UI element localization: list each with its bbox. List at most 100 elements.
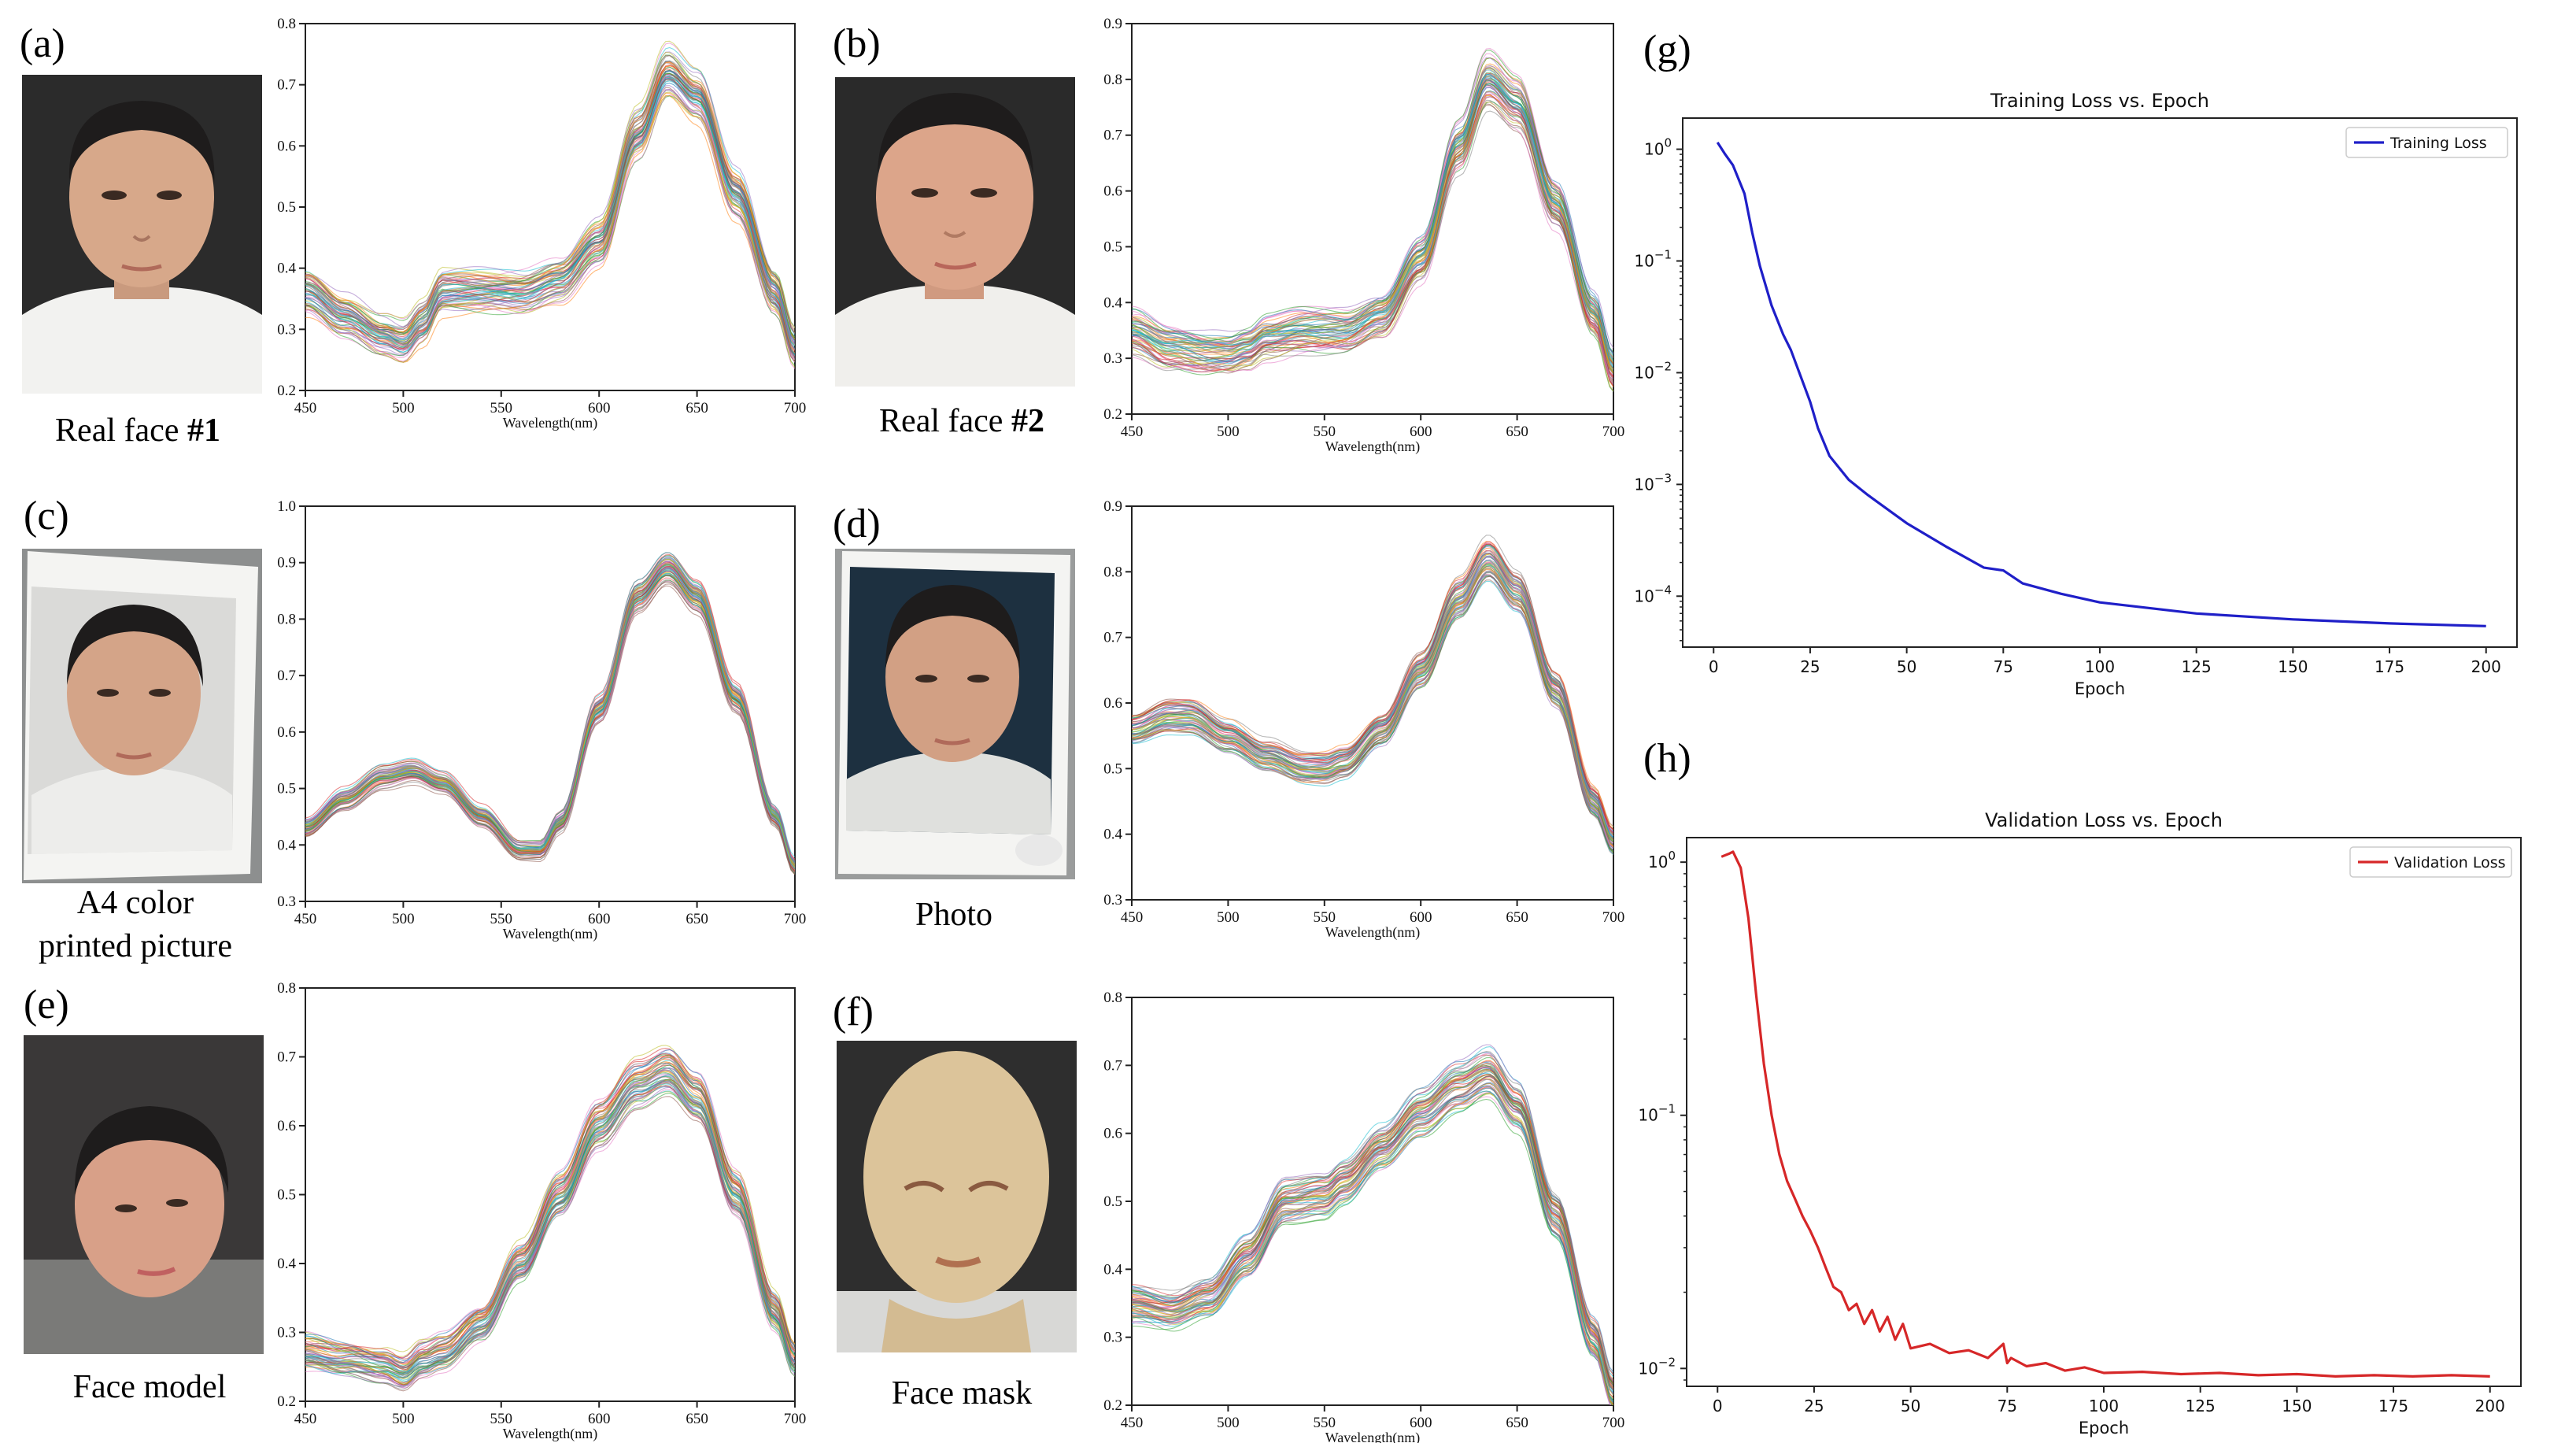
caption-a4-line2: printed picture	[39, 928, 232, 964]
panel-tag-d: (d)	[833, 501, 881, 546]
series-group	[1132, 1044, 1613, 1405]
spectrum-curve	[305, 1067, 795, 1374]
y-tick-label: 0.3	[277, 321, 296, 338]
x-tick-label: 650	[686, 400, 708, 416]
chart-spectra-d: 450 500 550 600 650 700 Wavelength(nm) 0.3 0.4 0.…	[1103, 498, 1624, 941]
spectrum-curve	[1132, 1060, 1613, 1389]
y-tick-label: 0.8	[277, 16, 296, 32]
y-tick-label: 0.6	[1103, 1126, 1122, 1142]
spectrum-curve	[305, 95, 795, 368]
y-tick-label: 0.3	[277, 1325, 296, 1341]
x-axis-label: Wavelength(nm)	[1325, 438, 1421, 455]
caption-photo: Photo	[915, 897, 992, 933]
y-tick-label: 0.4	[1103, 827, 1122, 843]
y-tick-label: 0.4	[277, 1256, 296, 1272]
spectrum-curve	[305, 61, 795, 339]
y-tick-label: 0.4	[1103, 294, 1122, 311]
photo-a4-printed-picture	[22, 549, 262, 883]
series-group	[1716, 142, 2486, 627]
y-tick-label: 0.7	[1103, 128, 1122, 144]
x-tick-label: 600	[588, 1411, 611, 1427]
chart-validation-loss: Validation Loss vs. Epoch 0 25 50 75 100 125 15…	[1638, 809, 2522, 1437]
x-tick-label: 650	[1506, 1415, 1528, 1431]
spectrum-curve	[1132, 1087, 1613, 1389]
photo-printed-photo	[835, 549, 1075, 879]
loss-line	[1716, 142, 2486, 627]
x-tick-label: 175	[2375, 657, 2404, 676]
series-group	[305, 40, 795, 369]
plot-frame	[1131, 997, 1614, 1406]
caption-real-face-1-text: Real face	[55, 413, 187, 449]
x-tick-label: 450	[1121, 909, 1144, 926]
y-tick-label: 0.3	[1103, 350, 1122, 367]
x-tick-label: 0	[1713, 1397, 1723, 1415]
spectrum-curve	[1132, 79, 1613, 361]
chart-spectra-b: 450 500 550 600 650 700 Wavelength(nm) 0.2 0.3 0.…	[1103, 16, 1624, 455]
series-group	[1132, 48, 1613, 392]
plot-frame	[305, 23, 796, 391]
spectrum-curve	[305, 79, 795, 363]
x-tick-label: 500	[1217, 1415, 1240, 1431]
spectrum-curve	[1132, 110, 1613, 392]
x-tick-label: 450	[294, 400, 317, 416]
x-tick-label: 700	[784, 400, 807, 416]
x-tick-label: 650	[1506, 424, 1528, 440]
spectrum-curve	[305, 569, 795, 869]
spectrum-curve	[1132, 1054, 1613, 1382]
x-tick-label: 450	[294, 911, 317, 927]
photo-face-model	[24, 1035, 264, 1354]
chart-spectra-e: 450 500 550 600 650 700 Wavelength(nm) 0.2 0.3 0.…	[277, 980, 806, 1442]
x-tick-label: 150	[2278, 657, 2308, 676]
spectrum-curve	[305, 552, 795, 858]
caption-real-face-1-number: #1	[187, 413, 220, 449]
spectrum-curve	[305, 1064, 795, 1374]
x-axis-label: Wavelength(nm)	[503, 1426, 598, 1442]
y-tick-label: 0.8	[1103, 72, 1122, 88]
y-tick-label: 10−1	[1638, 1102, 1676, 1125]
x-tick-label: 450	[294, 1411, 317, 1427]
x-tick-label: 450	[1121, 1415, 1144, 1431]
y-tick-label: 0.4	[1103, 1261, 1122, 1278]
plot-frame	[1682, 117, 2518, 648]
x-tick-label: 700	[784, 1411, 807, 1427]
spectrum-curve	[1132, 103, 1613, 385]
panel-tag-h: (h)	[1643, 736, 1691, 781]
spectrum-curve	[305, 1075, 795, 1365]
y-tick-label: 0.9	[277, 555, 296, 572]
chart-title: Training Loss vs. Epoch	[1990, 90, 2209, 112]
caption-a4-line1: A4 color	[77, 885, 194, 921]
y-tick-label: 0.8	[277, 611, 296, 627]
y-tick-label: 1.0	[277, 498, 296, 515]
series-group	[305, 552, 795, 875]
spectrum-curve	[305, 60, 795, 350]
panel-tag-g: (g)	[1643, 28, 1691, 72]
spectrum-curve	[305, 1062, 795, 1370]
y-tick-label: 0.7	[277, 668, 296, 684]
y-tick-label: 0.5	[277, 199, 296, 216]
y-tick-label: 100	[1644, 136, 1672, 159]
x-tick-label: 600	[1410, 424, 1432, 440]
x-tick-label: 125	[2186, 1397, 2216, 1415]
spectrum-curve	[1132, 1090, 1613, 1402]
panel-tag-f: (f)	[833, 990, 874, 1034]
y-tick-label: 0.2	[277, 383, 296, 399]
photo-face-mask	[837, 1041, 1077, 1352]
spectrum-curve	[1132, 545, 1613, 838]
x-tick-label: 175	[2378, 1397, 2408, 1415]
x-tick-label: 700	[1602, 1415, 1625, 1431]
spectrum-curve	[1132, 83, 1613, 366]
x-tick-label: 600	[1410, 909, 1432, 926]
series-group	[1132, 535, 1613, 856]
x-tick-label: 500	[1217, 424, 1240, 440]
x-tick-label: 75	[1998, 1397, 2017, 1415]
y-tick-label: 0.7	[277, 1049, 296, 1066]
x-axis-label: Epoch	[2075, 679, 2125, 698]
x-tick-label: 500	[392, 911, 415, 927]
x-axis-label: Wavelength(nm)	[1325, 1430, 1421, 1443]
panel-tag-c: (c)	[24, 494, 69, 538]
spectrum-curve	[1132, 65, 1613, 358]
plot-frame	[1686, 837, 2522, 1387]
y-tick-label: 0.6	[277, 1118, 296, 1134]
y-tick-label: 0.9	[1103, 498, 1122, 515]
